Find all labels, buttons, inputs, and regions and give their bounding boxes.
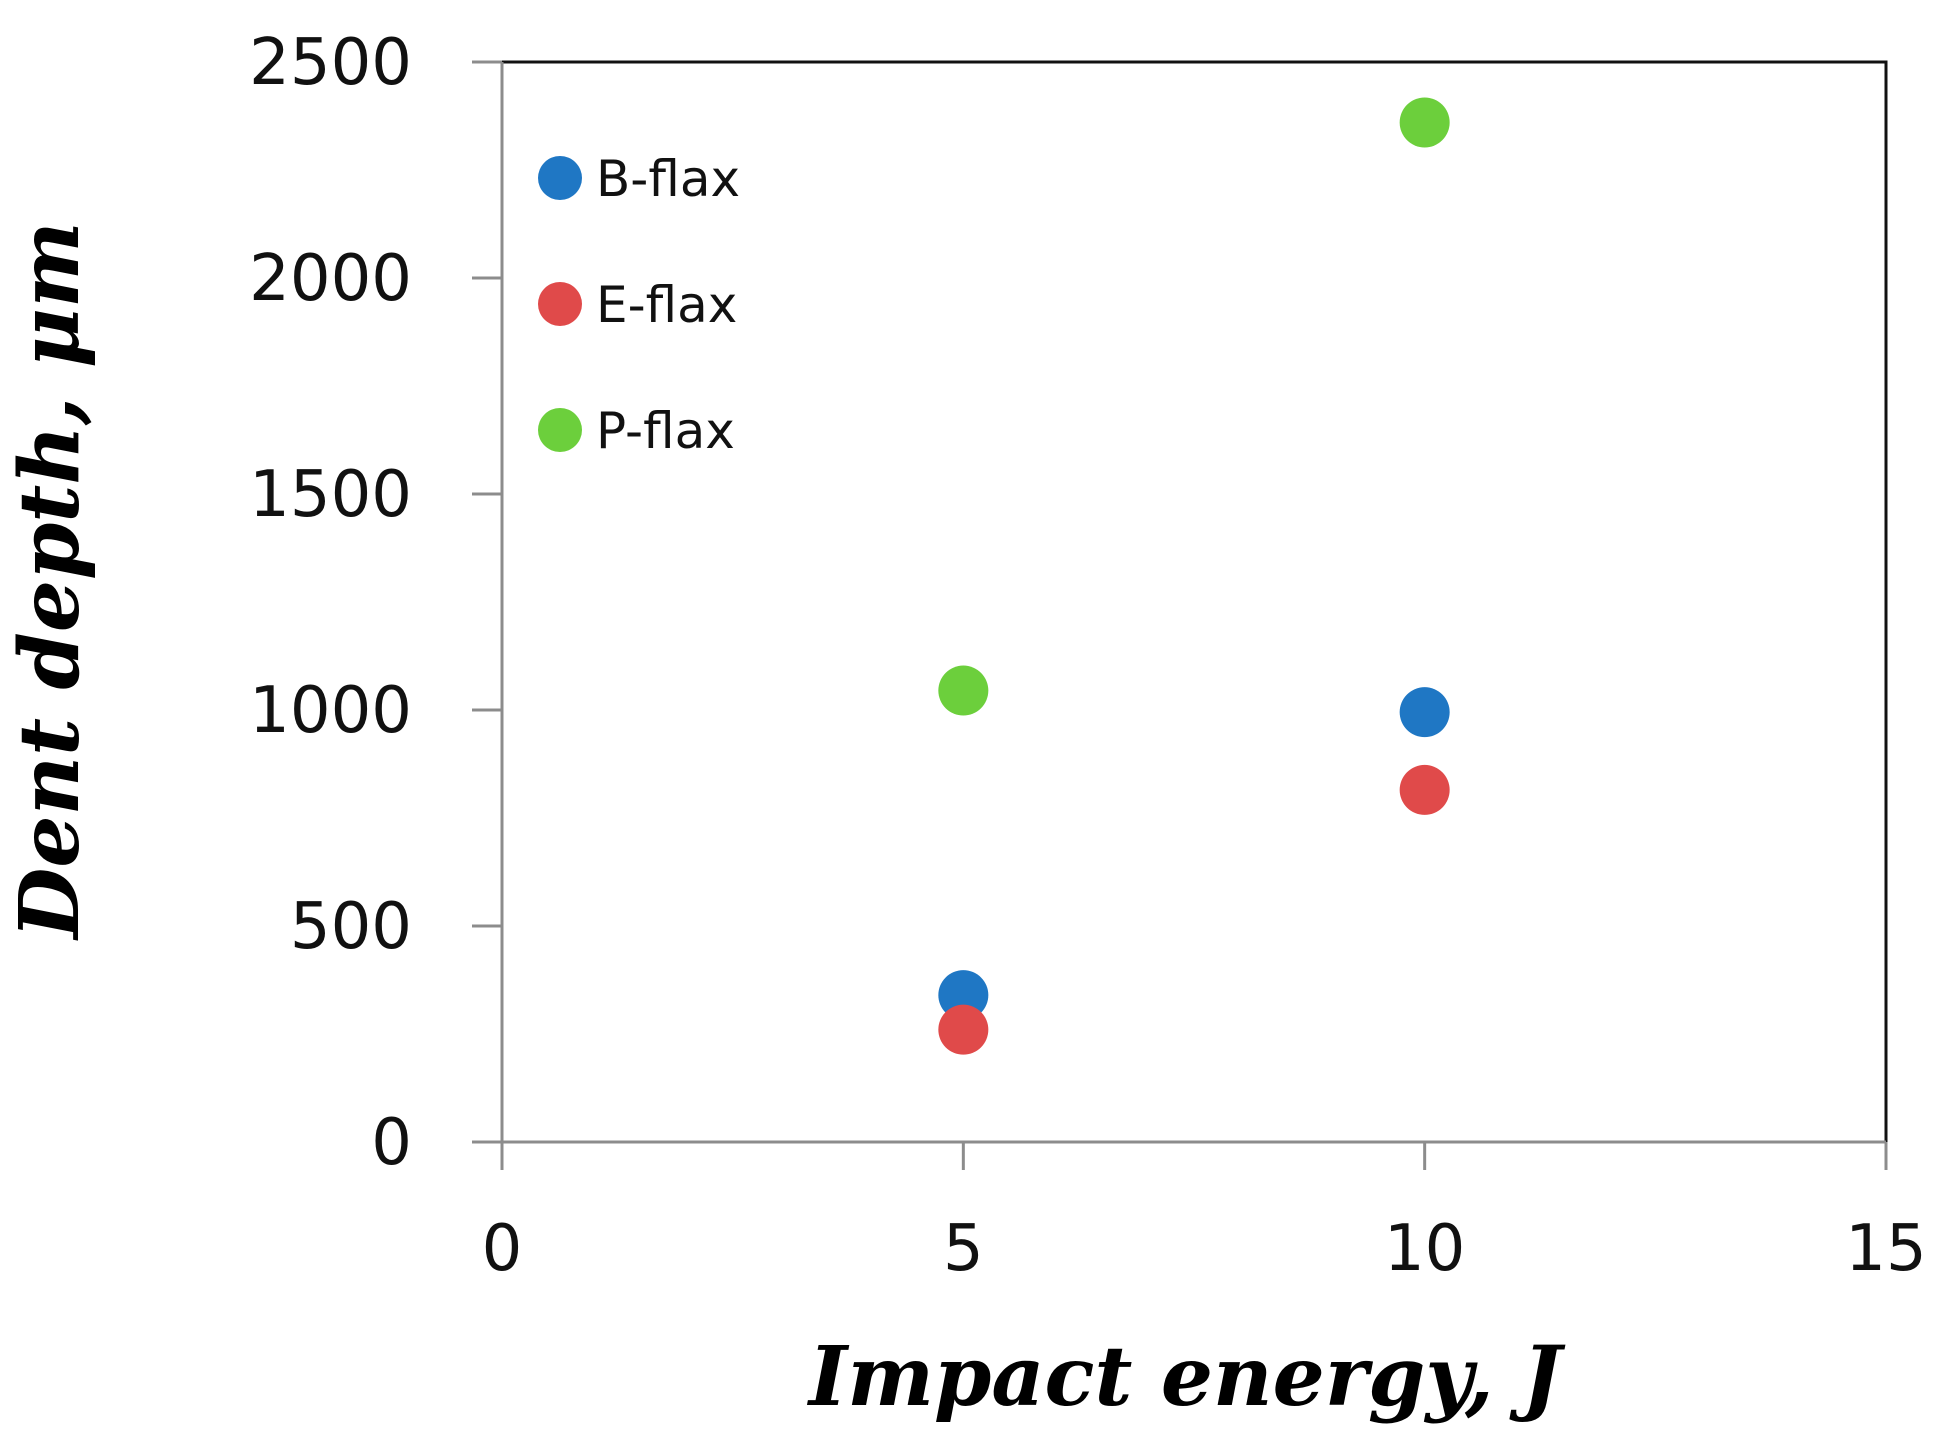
legend-marker-b-flax: [538, 156, 582, 200]
data-point-b-flax: [938, 970, 989, 1021]
data-point-p-flax: [938, 665, 989, 716]
y-tick-label: 2000: [249, 242, 412, 316]
x-axis-title: Impact energy, J: [807, 1329, 1566, 1425]
y-tick-label: 1500: [249, 458, 412, 532]
data-point-b-flax: [1399, 687, 1450, 738]
x-tick-label: 5: [943, 1212, 984, 1286]
plot-frame: [500, 60, 1888, 1144]
y-axis-title: Dent depth, μm: [2, 221, 98, 941]
y-tick-label: 0: [371, 1106, 412, 1180]
legend-marker-p-flax: [538, 408, 582, 452]
x-tick-label: 0: [482, 1212, 523, 1286]
legend-marker-e-flax: [538, 282, 582, 326]
y-tick-label: 2500: [249, 26, 412, 100]
legend-label-e-flax: E-flax: [596, 276, 737, 334]
y-tick-label: 500: [290, 890, 412, 964]
x-tick-label: 15: [1845, 1212, 1926, 1286]
data-point-e-flax: [1399, 764, 1450, 815]
legend-label-p-flax: P-flax: [596, 402, 735, 460]
legend-label-b-flax: B-flax: [596, 150, 740, 208]
data-point-e-flax: [938, 1004, 989, 1055]
y-tick-label: 1000: [249, 674, 412, 748]
data-point-p-flax: [1399, 97, 1450, 148]
x-tick-label: 10: [1384, 1212, 1465, 1286]
